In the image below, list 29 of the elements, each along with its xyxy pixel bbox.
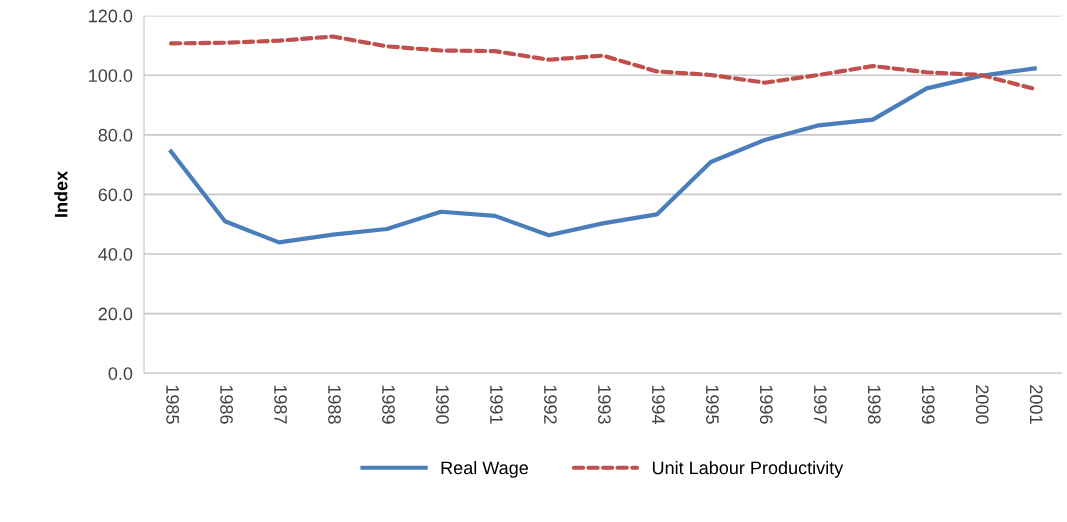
x-tick-label: 1999 — [921, 385, 935, 424]
x-tick-label: 1987 — [274, 385, 287, 424]
y-tick-label: 120.0 — [89, 9, 133, 23]
x-tick-label: 1989 — [382, 385, 395, 424]
x-tick-label: 1998 — [867, 385, 881, 424]
x-tick-label: 2000 — [975, 385, 989, 424]
line-series — [168, 66, 1037, 245]
x-tick-label: 2001 — [1029, 385, 1043, 424]
legend-label: Unit Labour Productivity — [652, 460, 844, 478]
x-tick-label: 1997 — [813, 385, 827, 424]
x-tick-label: 1985 — [166, 385, 179, 424]
x-tick-label: 1988 — [328, 385, 341, 424]
x-tick-label: 1992 — [544, 385, 557, 424]
line-series — [168, 34, 1037, 92]
x-tick-label: 1995 — [705, 385, 719, 424]
y-tick-label: 100.0 — [89, 69, 133, 82]
y-axis-title: Index — [54, 170, 68, 217]
y-tick-label: 0.0 — [108, 367, 133, 380]
y-tick-label: 60.0 — [98, 188, 133, 202]
x-tick-label: 1994 — [651, 385, 665, 424]
legend-label: Real Wage — [441, 460, 528, 478]
x-tick-label: 1993 — [598, 385, 611, 424]
x-tick-label: 1986 — [220, 385, 233, 424]
x-tick-label: 1990 — [436, 385, 449, 424]
y-tick-label: 40.0 — [98, 247, 133, 261]
x-tick-label: 1991 — [490, 385, 503, 424]
y-tick-label: 80.0 — [98, 128, 133, 142]
x-tick-label: 1996 — [759, 385, 773, 424]
y-tick-label: 20.0 — [98, 307, 133, 321]
